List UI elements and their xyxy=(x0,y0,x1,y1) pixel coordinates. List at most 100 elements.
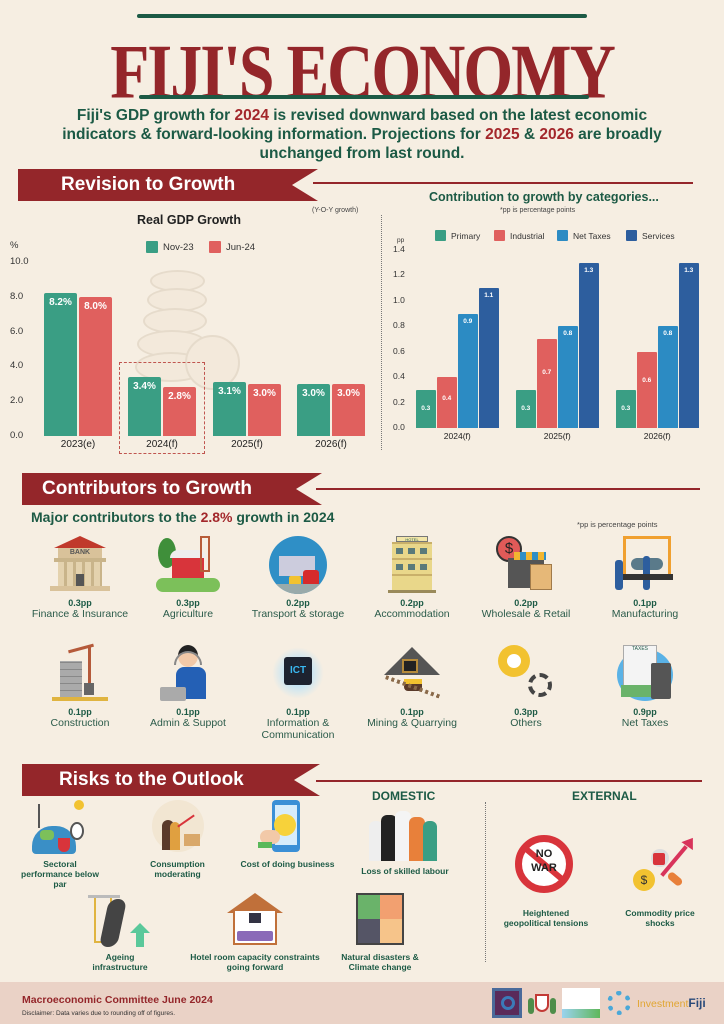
contributor-admin-suppot: 0.1pp Admin & Suppot xyxy=(128,645,248,729)
bar-value-label: 8.0% xyxy=(84,300,107,312)
road-infrastructure-icon xyxy=(88,893,152,949)
chart-subtitle-pp: *pp is percentage points xyxy=(500,207,576,214)
contributor-wholesale-retail: $ 0.2pp Wholesale & Retail xyxy=(466,536,586,620)
sector-name: Construction xyxy=(50,717,110,729)
sector-name: Admin & Suppot xyxy=(150,717,226,729)
bar-value-label: 0.7 xyxy=(542,368,552,376)
contributor-agriculture: 0.3pp Agriculture xyxy=(128,536,248,620)
fiji-coat-of-arms-logo xyxy=(526,988,558,1018)
x-category-label: 2025(f) xyxy=(543,431,571,441)
title-top-rule xyxy=(137,14,587,18)
bar-value-label: 1.1 xyxy=(484,292,494,300)
legend-industrial: Industrial xyxy=(494,230,545,241)
crane-icon xyxy=(48,643,112,703)
risk-commodity-price-shocks: $ Commodity price shocks xyxy=(612,833,708,928)
store-icon: $ xyxy=(494,536,558,594)
footer: Macroeconomic Committee June 2024 Discla… xyxy=(0,982,724,1024)
y-tick: 0.6 xyxy=(393,345,405,356)
legend-swatch xyxy=(626,230,637,241)
bar-net-taxes-2026(f): 0.8 xyxy=(658,326,678,428)
risk-loss-of-skilled-labour: Loss of skilled labour xyxy=(350,807,460,876)
mine-icon xyxy=(380,645,444,703)
farm-icon xyxy=(156,536,220,594)
bar-nov-23-2024(f): 3.4% xyxy=(128,376,161,436)
taxes-calculator-icon: TAXES xyxy=(613,645,677,703)
bar-nov-23-2025(f): 3.1% xyxy=(213,382,246,436)
risk-sectoral-performance-below-par: Sectoral performance below par xyxy=(20,800,100,889)
bar-value-label: 3.0% xyxy=(253,387,276,399)
x-category-label: 2026(f) xyxy=(643,431,671,441)
y-tick: 0.0 xyxy=(393,422,405,432)
contribution-value: 0.2pp xyxy=(514,598,538,608)
section-banner-contributors: Contributors to Growth xyxy=(22,473,322,505)
bar-industrial-2024(f): 0.4 xyxy=(437,377,457,428)
risks-divider xyxy=(485,802,486,962)
pp-note: *pp is percentage points xyxy=(577,520,658,529)
bar-primary-2026(f): 0.3 xyxy=(616,389,636,428)
bar-industrial-2025(f): 0.7 xyxy=(537,339,557,428)
risk-label: Heightened geopolitical tensions xyxy=(503,908,589,928)
no-war-icon: NO WAR xyxy=(511,835,581,905)
bar-jun-24-2023(e): 8.0% xyxy=(79,296,112,436)
x-category-label: 2024(f) xyxy=(146,439,178,450)
section-divider xyxy=(313,182,693,184)
bar-value-label: 0.9 xyxy=(463,317,473,325)
bar-net-taxes-2025(f): 0.8 xyxy=(558,326,578,428)
section-banner-revision: Revision to Growth xyxy=(18,169,318,201)
legend-services: Services xyxy=(626,230,675,241)
bar-nov-23-2023(e): 8.2% xyxy=(44,293,77,436)
contributor-transport-storage: 0.2pp Transport & storage xyxy=(238,536,358,620)
sector-name: Others xyxy=(510,717,542,729)
climate-icon xyxy=(348,893,412,949)
bar-value-label: 0.3 xyxy=(521,404,531,412)
contributors-subtitle: Major contributors to the 2.8% growth in… xyxy=(31,509,335,525)
risk-label: Commodity price shocks xyxy=(625,908,695,928)
sector-name: Finance & Insurance xyxy=(31,608,129,620)
x-category-label: 2026(f) xyxy=(315,439,347,450)
contribution-value: 0.3pp xyxy=(176,598,200,608)
highlight-2024-box xyxy=(119,362,205,454)
section-title: Revision to Growth xyxy=(61,174,236,195)
y-tick: 6.0 xyxy=(10,325,24,337)
bar-value-label: 1.3 xyxy=(684,266,694,274)
y-tick: 8.0 xyxy=(10,290,24,302)
risk-consumption-moderating: Consumption moderating xyxy=(130,800,225,879)
y-axis-unit: % xyxy=(10,240,19,251)
bar-value-label: 3.4% xyxy=(133,380,156,392)
transport-icon xyxy=(266,536,330,594)
y-tick: 4.0 xyxy=(10,360,24,372)
phone-smiley-icon xyxy=(257,800,318,856)
risk-label: Loss of skilled labour xyxy=(361,866,449,876)
contributor-accommodation: HOTEL 0.2pp Accommodation xyxy=(352,536,472,620)
bar-value-label: 1.3 xyxy=(584,266,594,274)
consumption-icon xyxy=(148,800,208,856)
footer-disclaimer: Disclaimer: Data varies due to rounding … xyxy=(22,1010,176,1017)
contribution-value: 0.1pp xyxy=(286,707,310,717)
external-label: EXTERNAL xyxy=(572,789,637,803)
chart-subtitle: (Y-O-Y growth) xyxy=(312,207,359,214)
bar-primary-2025(f): 0.3 xyxy=(516,389,536,428)
commodity-price-icon: $ xyxy=(625,833,699,905)
contribution-value: 0.1pp xyxy=(68,707,92,717)
section-title: Risks to the Outlook xyxy=(59,769,244,790)
contributor-construction: 0.1pp Construction xyxy=(20,643,140,729)
contributor-net-taxes: TAXES 0.9pp Net Taxes xyxy=(585,645,705,729)
contribution-value: 0.2pp xyxy=(286,598,310,608)
sector-name: Information & Communication xyxy=(261,717,335,741)
bar-value-label: 0.8 xyxy=(663,330,673,338)
chart-title-contribution: Contribution to growth by categories... xyxy=(429,190,659,204)
contribution-value: 0.1pp xyxy=(176,707,200,717)
contribution-value: 0.3pp xyxy=(514,707,538,717)
hotel-icon: HOTEL xyxy=(380,536,444,594)
contribution-value: 0.1pp xyxy=(633,598,657,608)
risk-label: Cost of doing business xyxy=(240,859,335,869)
legend-primary: Primary xyxy=(435,230,480,241)
bar-nov-23-2026(f): 3.0% xyxy=(297,383,330,436)
hotel-room-icon xyxy=(223,893,287,949)
bar-services-2024(f): 1.1 xyxy=(479,288,499,428)
contribution-value: 0.2pp xyxy=(400,598,424,608)
legend-nov-23: Nov-23 xyxy=(146,241,194,253)
legend-net-taxes: Net Taxes xyxy=(557,230,611,241)
contribution-value: 0.1pp xyxy=(400,707,424,717)
sector-name: Wholesale & Retail xyxy=(481,608,571,620)
